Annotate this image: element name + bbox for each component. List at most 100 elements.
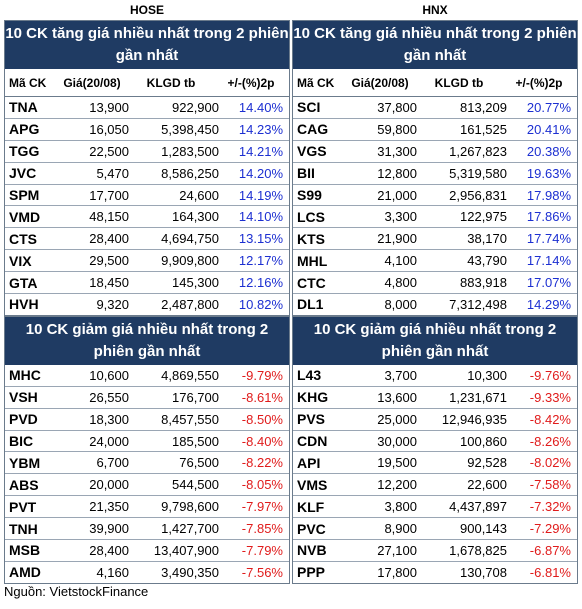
col-ticker: Mã CK xyxy=(297,75,335,90)
losers-title: 10 CK giảm giá nhiều nhất trong 2 phiên … xyxy=(5,316,289,365)
cell-volume: 1,678,825 xyxy=(449,542,507,558)
cell-price: 20,000 xyxy=(89,477,129,493)
cell-ticker: VMS xyxy=(297,476,328,493)
cell-ticker: TNA xyxy=(9,99,38,116)
cell-ticker: VMD xyxy=(9,208,41,225)
col-change: +/-(%)2p xyxy=(227,75,275,90)
cell-change: -9.76% xyxy=(529,367,571,383)
col-price: Giá(20/08) xyxy=(351,75,409,90)
cell-change: 17.86% xyxy=(526,209,571,225)
hose-gainers-rows: TNA 13,900 922,900 14.40% APG 16,050 5,398,450… xyxy=(5,97,289,315)
cell-ticker: JVC xyxy=(9,165,37,182)
table-row: VGS 31,300 1,267,823 20.38% xyxy=(293,141,577,163)
cell-change: 20.41% xyxy=(526,121,571,137)
cell-volume: 1,283,500 xyxy=(161,143,219,159)
cell-ticker: YBM xyxy=(9,454,41,471)
cell-ticker: MHL xyxy=(297,252,328,269)
losers-title: 10 CK giảm giá nhiều nhất trong 2 phiên … xyxy=(293,316,577,365)
table-row: TNH 39,900 1,427,700 -7.85% xyxy=(5,518,289,541)
cell-volume: 544,500 xyxy=(172,477,219,493)
cell-price: 16,050 xyxy=(89,121,129,137)
cell-change: -9.33% xyxy=(529,389,571,405)
cell-change: 17.74% xyxy=(526,231,571,247)
cell-price: 22,500 xyxy=(89,143,129,159)
cell-ticker: TGG xyxy=(9,143,40,160)
cell-change: 14.23% xyxy=(238,121,283,137)
cell-price: 31,300 xyxy=(377,143,417,159)
cell-volume: 3,490,350 xyxy=(161,564,219,580)
cell-ticker: VGS xyxy=(297,143,327,160)
source-note: Nguồn: VietstockFinance xyxy=(4,584,149,599)
cell-change: 20.38% xyxy=(526,143,571,159)
cell-change: 17.14% xyxy=(526,253,571,269)
table-row: SPM 17,700 24,600 14.19% xyxy=(5,185,289,207)
cell-ticker: KHG xyxy=(297,389,329,406)
cell-change: 12.17% xyxy=(238,253,283,269)
table-row: NVB 27,100 1,678,825 -6.87% xyxy=(293,540,577,562)
cell-ticker: MHC xyxy=(9,367,41,384)
cell-price: 4,160 xyxy=(96,564,129,580)
table-row: MHL 4,100 43,790 17.14% xyxy=(293,250,577,273)
col-ticker: Mã CK xyxy=(9,75,47,90)
table-row: JVC 5,470 8,586,250 14.20% xyxy=(5,163,289,185)
cell-volume: 4,694,750 xyxy=(161,231,219,247)
cell-price: 19,500 xyxy=(377,455,417,471)
cell-price: 28,400 xyxy=(89,231,129,247)
cell-volume: 13,407,900 xyxy=(153,542,219,558)
table-row: PVT 21,350 9,798,600 -7.97% xyxy=(5,496,289,519)
table-row: BIC 24,000 185,500 -8.40% xyxy=(5,431,289,453)
cell-volume: 8,586,250 xyxy=(161,165,219,181)
table-row: PPP 17,800 130,708 -6.81% xyxy=(293,562,577,583)
cell-change: 14.40% xyxy=(238,99,283,115)
table-row: DL1 8,000 7,312,498 14.29% xyxy=(293,294,577,315)
cell-ticker: AMD xyxy=(9,564,41,581)
cell-change: -7.32% xyxy=(529,499,571,515)
cell-ticker: CTS xyxy=(9,230,37,247)
cell-change: 14.21% xyxy=(238,143,283,159)
cell-volume: 1,267,823 xyxy=(449,143,507,159)
col-change: +/-(%)2p xyxy=(515,75,563,90)
cell-change: -8.50% xyxy=(241,411,283,427)
table-row: KLF 3,800 4,437,897 -7.32% xyxy=(293,496,577,519)
cell-change: -8.22% xyxy=(241,455,283,471)
table-row: YBM 6,700 76,500 -8.22% xyxy=(5,452,289,475)
cell-price: 21,000 xyxy=(377,187,417,203)
cell-price: 48,150 xyxy=(89,209,129,225)
cell-volume: 10,300 xyxy=(467,367,507,383)
cell-ticker: KTS xyxy=(297,230,325,247)
hnx-gainers-panel: 10 CK tăng giá nhiều nhất trong 2 phiên … xyxy=(292,20,578,316)
cell-change: 20.77% xyxy=(526,99,571,115)
cell-volume: 145,300 xyxy=(172,275,219,291)
cell-change: -7.85% xyxy=(241,521,283,537)
cell-price: 3,800 xyxy=(384,499,417,515)
table-row: APG 16,050 5,398,450 14.23% xyxy=(5,119,289,141)
cell-price: 6,700 xyxy=(96,455,129,471)
hose-column: HOSE 10 CK tăng giá nhiều nhất trong 2 p… xyxy=(4,0,290,584)
cell-price: 3,700 xyxy=(384,367,417,383)
cell-ticker: PVC xyxy=(297,520,326,537)
hose-gainers-panel: 10 CK tăng giá nhiều nhất trong 2 phiên … xyxy=(4,20,290,316)
cell-change: -7.79% xyxy=(241,542,283,558)
table-row: ABS 20,000 544,500 -8.05% xyxy=(5,474,289,497)
cell-price: 18,300 xyxy=(89,411,129,427)
cell-volume: 900,143 xyxy=(460,521,507,537)
table-row: CAG 59,800 161,525 20.41% xyxy=(293,119,577,141)
cell-volume: 176,700 xyxy=(172,389,219,405)
cell-volume: 164,300 xyxy=(172,209,219,225)
cell-price: 28,400 xyxy=(89,542,129,558)
cell-volume: 130,708 xyxy=(460,564,507,580)
cell-price: 12,800 xyxy=(377,165,417,181)
cell-ticker: BII xyxy=(297,165,315,182)
table-row: TNA 13,900 922,900 14.40% xyxy=(5,97,289,119)
column-header-row: Mã CK Giá(20/08) KLGD tb +/-(%)2p xyxy=(293,69,577,97)
cell-price: 18,450 xyxy=(89,275,129,291)
cell-change: 14.29% xyxy=(526,296,571,312)
hose-losers-panel: 10 CK giảm giá nhiều nhất trong 2 phiên … xyxy=(4,315,290,584)
table-row: KHG 13,600 1,231,671 -9.33% xyxy=(293,387,577,409)
cell-volume: 22,600 xyxy=(467,477,507,493)
cell-price: 12,200 xyxy=(377,477,417,493)
cell-price: 30,000 xyxy=(377,433,417,449)
cell-price: 21,900 xyxy=(377,231,417,247)
table-row: KTS 21,900 38,170 17.74% xyxy=(293,228,577,251)
cell-volume: 9,798,600 xyxy=(161,499,219,515)
